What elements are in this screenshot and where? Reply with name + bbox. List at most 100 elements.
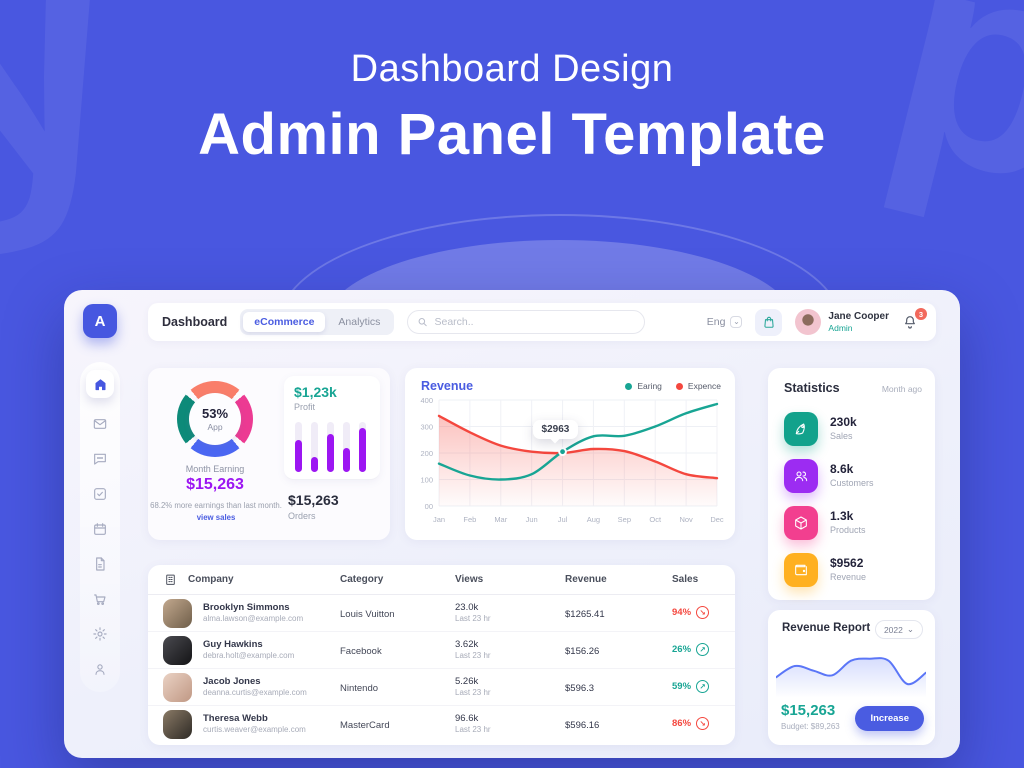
sidebar-item-calendar-icon[interactable] xyxy=(91,520,109,538)
revenue-report-wave-chart xyxy=(775,646,927,703)
revenue-cell: $596.16 xyxy=(565,720,600,731)
earnings-note: 68.2% more earnings than last month. vie… xyxy=(146,500,286,523)
table-row[interactable]: Theresa Webb curtis.weaver@example.com Mas… xyxy=(148,706,735,743)
views-cell: 3.62k xyxy=(455,639,479,650)
revenue-report-title: Revenue Report xyxy=(782,622,871,634)
sidebar-item-home-icon[interactable] xyxy=(86,370,114,398)
sidebar-item-document-icon[interactable] xyxy=(91,555,109,573)
column-header-revenue: Revenue xyxy=(565,574,607,585)
legend-label: Earing xyxy=(637,381,662,391)
sidebar-item-profile-icon[interactable] xyxy=(91,660,109,678)
views-subtext: Last 23 hr xyxy=(455,688,491,697)
rocket-icon xyxy=(784,412,818,446)
table-row[interactable]: Jacob Jones deanna.curtis@example.com Nint… xyxy=(148,669,735,706)
sidebar-item-chat-icon[interactable] xyxy=(91,450,109,468)
company-contact-email: deanna.curtis@example.com xyxy=(203,688,307,697)
profit-bar-track xyxy=(343,422,350,472)
profit-bar-track xyxy=(311,422,318,472)
language-selector[interactable]: Eng ⌄ xyxy=(707,316,743,328)
legend-dot-icon xyxy=(625,382,633,390)
company-contact-name: Brooklyn Simmons xyxy=(203,602,290,613)
stat-item-customers[interactable]: 8.6k Customers xyxy=(784,459,924,495)
column-header-sales: Sales xyxy=(672,574,699,585)
month-earning-value: $15,263 xyxy=(186,476,244,493)
sidebar-item-mail-icon[interactable] xyxy=(91,415,109,433)
app-logo[interactable]: A xyxy=(83,304,117,338)
views-cell: 5.26k xyxy=(455,676,479,687)
row-avatar xyxy=(163,673,192,702)
bag-icon xyxy=(764,316,774,328)
svg-text:Jun: Jun xyxy=(526,515,538,524)
stat-item-sales[interactable]: 230k Sales xyxy=(784,412,924,448)
chart-tooltip: $2963 xyxy=(532,419,579,439)
search-field[interactable] xyxy=(434,316,636,328)
increase-button[interactable]: Increase xyxy=(855,706,924,731)
svg-text:Mar: Mar xyxy=(494,515,507,524)
company-table-card: Company Category Views Revenue Sales Brookly… xyxy=(148,565,735,745)
chevron-down-icon: ⌄ xyxy=(906,624,914,634)
profit-bar xyxy=(359,428,366,472)
hero-heading: Dashboard Design Admin Panel Template xyxy=(0,48,1024,168)
legend-dot-icon xyxy=(675,382,683,390)
profit-bar-track xyxy=(295,422,302,472)
views-cell: 96.6k xyxy=(455,713,479,724)
profit-bar-track xyxy=(327,422,334,472)
profit-bar-track xyxy=(359,422,366,472)
donut-center-label: 53% App xyxy=(177,381,253,457)
stat-label: Revenue xyxy=(830,572,867,582)
donut-chart xyxy=(177,381,253,457)
tab-analytics[interactable]: Analytics xyxy=(338,316,381,328)
tab-ecommerce[interactable]: eCommerce xyxy=(243,312,326,332)
svg-text:100: 100 xyxy=(420,476,433,485)
table-row[interactable]: Brooklyn Simmons alma.lawson@example.com L… xyxy=(148,595,735,632)
language-label: Eng xyxy=(706,316,726,328)
user-menu[interactable]: Jane Cooper Admin xyxy=(795,309,889,335)
stat-item-products[interactable]: 1.3k Products xyxy=(784,506,924,542)
table-row[interactable]: Guy Hawkins debra.holt@example.com Faceboo… xyxy=(148,632,735,669)
customers-icon xyxy=(784,459,818,493)
notifications-bell[interactable]: 3 xyxy=(902,308,927,332)
search-input[interactable] xyxy=(407,310,646,334)
stat-value: 230k xyxy=(830,415,857,429)
stat-label: Customers xyxy=(830,478,874,488)
page-title: Dashboard xyxy=(162,315,228,329)
stat-value: 1.3k xyxy=(830,509,854,523)
statistics-period[interactable]: Month ago xyxy=(881,384,922,394)
topbar-right: Eng ⌄ Jane Cooper Admin xyxy=(707,308,927,336)
statistics-card: Statistics Month ago 230k Sales 8.6k Custom… xyxy=(768,368,935,600)
revenue-card: Revenue Earing Expence 00 100 200 300 400 Jan F… xyxy=(405,368,735,540)
hero-title: Admin Panel Template xyxy=(198,102,826,167)
sales-cell: 59% ↗ xyxy=(672,680,710,693)
hero-subtitle: Dashboard Design xyxy=(350,48,674,90)
trend-up-icon: ↗ xyxy=(696,643,710,656)
revenue-title: Revenue xyxy=(421,379,474,393)
shopping-bag-button[interactable] xyxy=(755,308,783,336)
stat-item-revenue[interactable]: $9562 Revenue xyxy=(784,553,924,589)
view-sales-link[interactable]: view sales xyxy=(196,512,236,522)
sidebar-item-tasks-icon[interactable] xyxy=(91,485,109,503)
sales-percent: 94% xyxy=(672,607,692,618)
year-label: 2022 xyxy=(883,624,903,635)
chart-legend: Earing Expence xyxy=(625,381,721,391)
year-selector[interactable]: 2022 ⌄ xyxy=(874,620,923,639)
user-name: Jane Cooper xyxy=(828,311,889,322)
orders-value: $15,263 xyxy=(288,492,339,508)
company-contact-name: Jacob Jones xyxy=(203,676,261,687)
svg-text:300: 300 xyxy=(420,423,433,432)
legend-item-expence: Expence xyxy=(675,381,721,391)
notification-badge: 3 xyxy=(915,308,927,320)
svg-text:Nov: Nov xyxy=(679,515,693,524)
sidebar-item-cart-icon[interactable] xyxy=(91,590,109,608)
svg-text:00: 00 xyxy=(425,502,433,511)
tab-group: eCommerce Analytics xyxy=(240,309,395,335)
trend-down-icon: ↘ xyxy=(696,606,710,619)
sales-cell: 94% ↘ xyxy=(672,606,710,619)
stat-value: $9562 xyxy=(830,556,864,570)
wallet-icon xyxy=(784,553,818,587)
category-cell: Louis Vuitton xyxy=(340,609,395,620)
profit-bar xyxy=(343,448,350,472)
search-icon xyxy=(419,318,428,327)
sidebar-item-settings-icon[interactable] xyxy=(91,625,109,643)
category-cell: Nintendo xyxy=(340,683,379,694)
